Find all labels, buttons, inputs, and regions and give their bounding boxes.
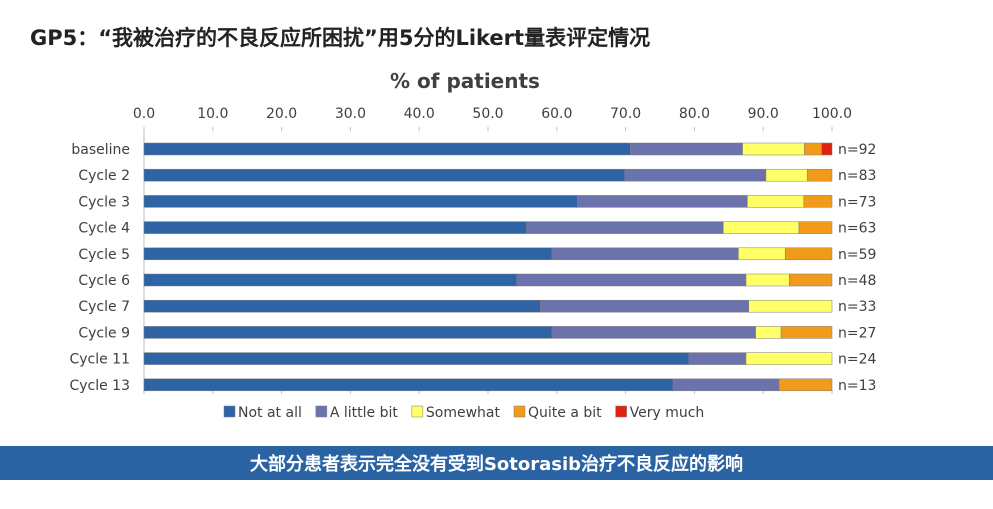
- bar-segment: [789, 273, 833, 287]
- bar-segment: [624, 168, 767, 182]
- bar-segment: [143, 221, 527, 234]
- category-label: Cycle 7: [78, 299, 130, 315]
- n-label: n=13: [838, 378, 876, 394]
- category-label: baseline: [71, 142, 130, 158]
- category-label: Cycle 3: [78, 194, 130, 210]
- bar-segment: [806, 168, 833, 182]
- summary-banner: 大部分患者表示完全没有受到Sotorasib治疗不良反应的影响: [0, 446, 993, 480]
- bar-segment: [755, 326, 782, 339]
- n-label: n=73: [838, 194, 876, 210]
- bar-segment: [747, 195, 805, 208]
- x-tick-label: 30.0: [335, 106, 366, 122]
- bar-segment: [143, 326, 553, 339]
- bar-segment: [143, 168, 626, 182]
- bar-segment: [516, 273, 747, 287]
- bar-segment: [688, 352, 747, 365]
- legend-swatch: [411, 405, 424, 418]
- x-tick-label: 10.0: [197, 106, 228, 122]
- legend-label: Quite a bit: [528, 405, 602, 421]
- bar-segment: [551, 247, 739, 261]
- category-label: Cycle 13: [69, 378, 130, 394]
- n-label: n=92: [838, 142, 876, 158]
- category-label: Cycle 5: [78, 247, 130, 263]
- category-label: Cycle 2: [78, 168, 130, 184]
- bar-segment: [143, 299, 541, 313]
- legend-swatch: [615, 405, 627, 418]
- category-label: Cycle 6: [78, 273, 130, 289]
- x-tick-label: 100.0: [812, 106, 852, 122]
- bar-segment: [821, 142, 833, 156]
- bar-segment: [803, 195, 833, 208]
- bar-segment: [143, 378, 674, 392]
- bar-segment: [143, 247, 553, 261]
- bar-segment: [778, 378, 833, 392]
- bar-segment: [748, 299, 833, 313]
- bar-segment: [526, 221, 724, 234]
- n-label: n=48: [838, 273, 876, 289]
- page-title: GP5：“我被治疗的不良反应所困扰”用5分的Likert量表评定情况: [30, 26, 651, 50]
- legend-label: Not at all: [238, 405, 302, 421]
- bar-segment: [723, 221, 800, 234]
- category-label: Cycle 9: [78, 325, 130, 341]
- legend-label: Somewhat: [426, 405, 501, 421]
- bar-segment: [745, 273, 790, 287]
- bar-segment: [540, 299, 750, 313]
- n-label: n=33: [838, 299, 876, 315]
- bar-segment: [551, 326, 756, 339]
- n-label: n=24: [838, 352, 877, 368]
- n-label: n=83: [838, 168, 876, 184]
- x-tick-label: 40.0: [404, 106, 435, 122]
- bar-segment: [780, 326, 833, 339]
- bar-segment: [143, 352, 690, 365]
- bar-segment: [745, 352, 833, 365]
- n-label: n=63: [838, 221, 876, 237]
- bar-segment: [143, 142, 631, 156]
- category-label: Cycle 11: [69, 352, 130, 368]
- bar-segment: [672, 378, 780, 392]
- bar-segment: [742, 142, 805, 156]
- summary-banner-text: 大部分患者表示完全没有受到Sotorasib治疗不良反应的影响: [249, 454, 744, 475]
- x-tick-label: 0.0: [133, 106, 155, 122]
- bar-segment: [798, 221, 833, 234]
- legend-swatch: [513, 405, 526, 418]
- x-tick-label: 50.0: [472, 106, 503, 122]
- x-tick-label: 80.0: [679, 106, 710, 122]
- category-label: Cycle 4: [78, 221, 130, 237]
- bar-segment: [630, 142, 743, 156]
- legend-label: A little bit: [330, 405, 399, 421]
- n-label: n=27: [838, 325, 876, 341]
- bar-segment: [765, 168, 808, 182]
- bar-segment: [784, 247, 833, 261]
- bar-segment: [143, 195, 578, 208]
- bar-segment: [143, 273, 518, 287]
- legend-swatch: [223, 405, 236, 418]
- bar-segment: [738, 247, 786, 261]
- bar-segment: [577, 195, 748, 208]
- x-tick-label: 60.0: [541, 106, 572, 122]
- legend-label: Very much: [630, 405, 705, 421]
- legend-swatch: [315, 405, 328, 418]
- n-label: n=59: [838, 247, 876, 263]
- bar-segment: [804, 142, 822, 156]
- x-tick-label: 90.0: [748, 106, 779, 122]
- x-tick-label: 70.0: [610, 106, 641, 122]
- x-tick-label: 20.0: [266, 106, 297, 122]
- chart-title: % of patients: [390, 69, 540, 93]
